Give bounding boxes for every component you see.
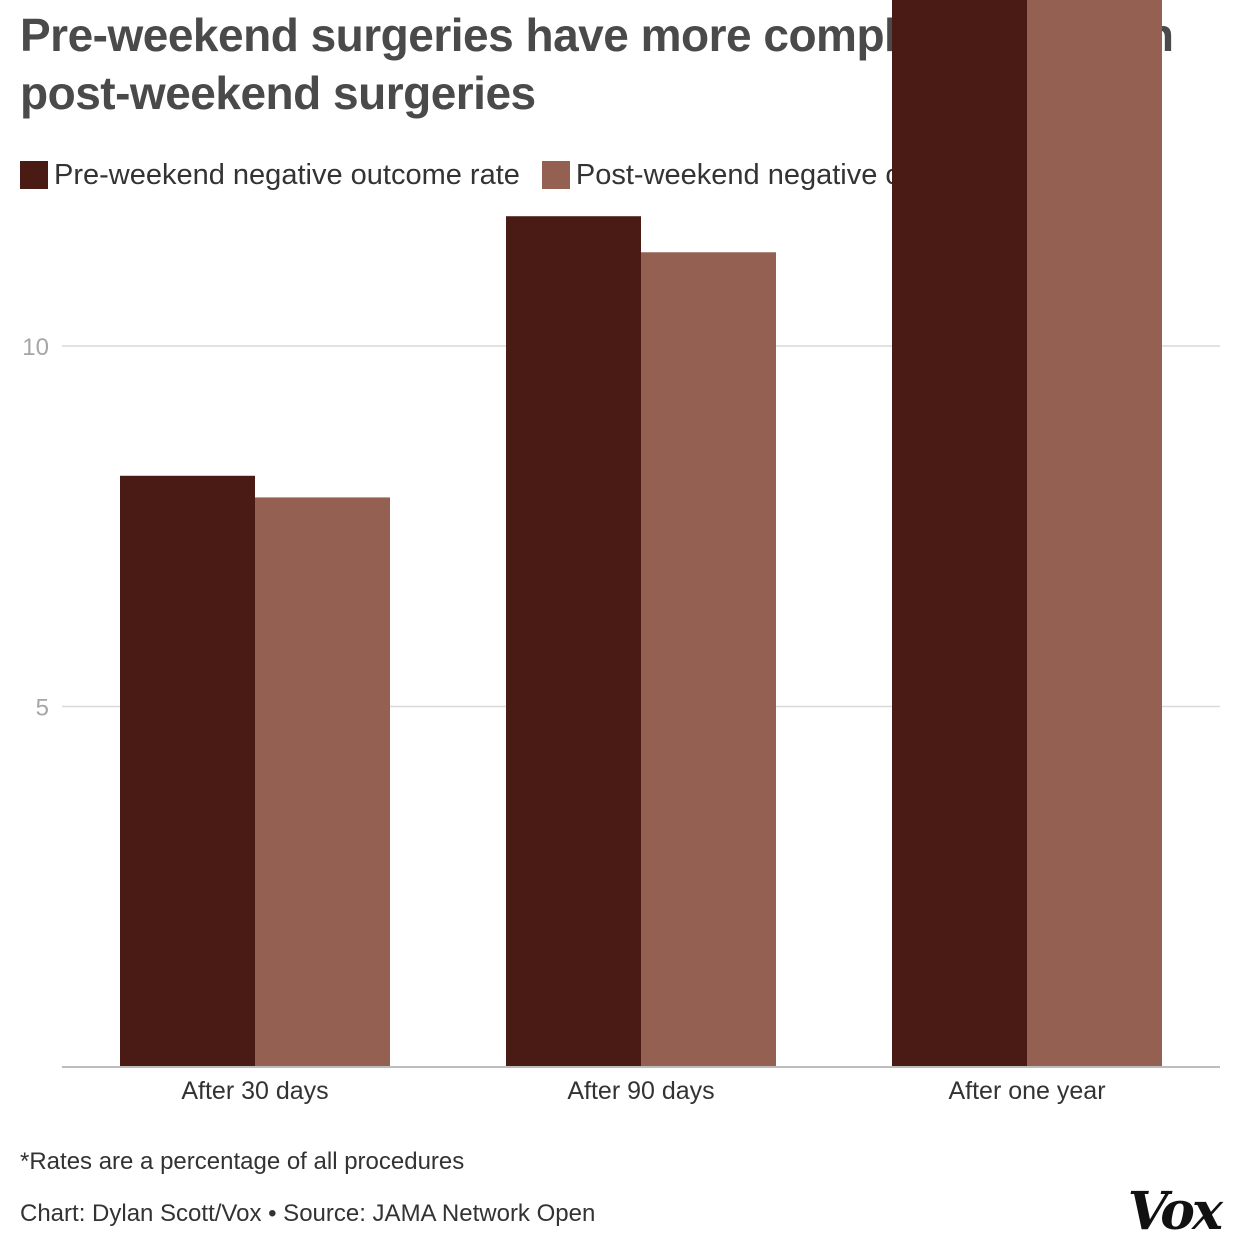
bar-pre-weekend [120,475,255,1067]
bar-pre-weekend [506,216,641,1068]
y-tick-label: 5 [36,695,49,722]
legend-swatch-pre-weekend [20,161,48,189]
x-tick-label: After one year [948,1077,1105,1105]
vox-logo: Vox [1127,1181,1223,1242]
x-tick-label: After 30 days [181,1077,328,1105]
legend-swatch-post-weekend [541,161,570,189]
x-tick-label: After 90 days [567,1077,714,1105]
footnote: *Rates are a percentage of all procedure… [20,1148,465,1175]
legend-item-pre-weekend: Pre-weekend negative outcome rate [20,159,520,192]
bar-post-weekend [255,497,390,1067]
bar-post-weekend [1027,0,1162,1067]
bar-post-weekend [641,252,776,1067]
credit-line: Chart: Dylan Scott/Vox • Source: JAMA Ne… [20,1200,596,1227]
legend-label-pre-weekend: Pre-weekend negative outcome rate [54,158,520,191]
y-tick-label: 15 [22,0,49,1]
bar-pre-weekend [892,0,1027,1067]
y-tick-label: 10 [22,334,49,361]
